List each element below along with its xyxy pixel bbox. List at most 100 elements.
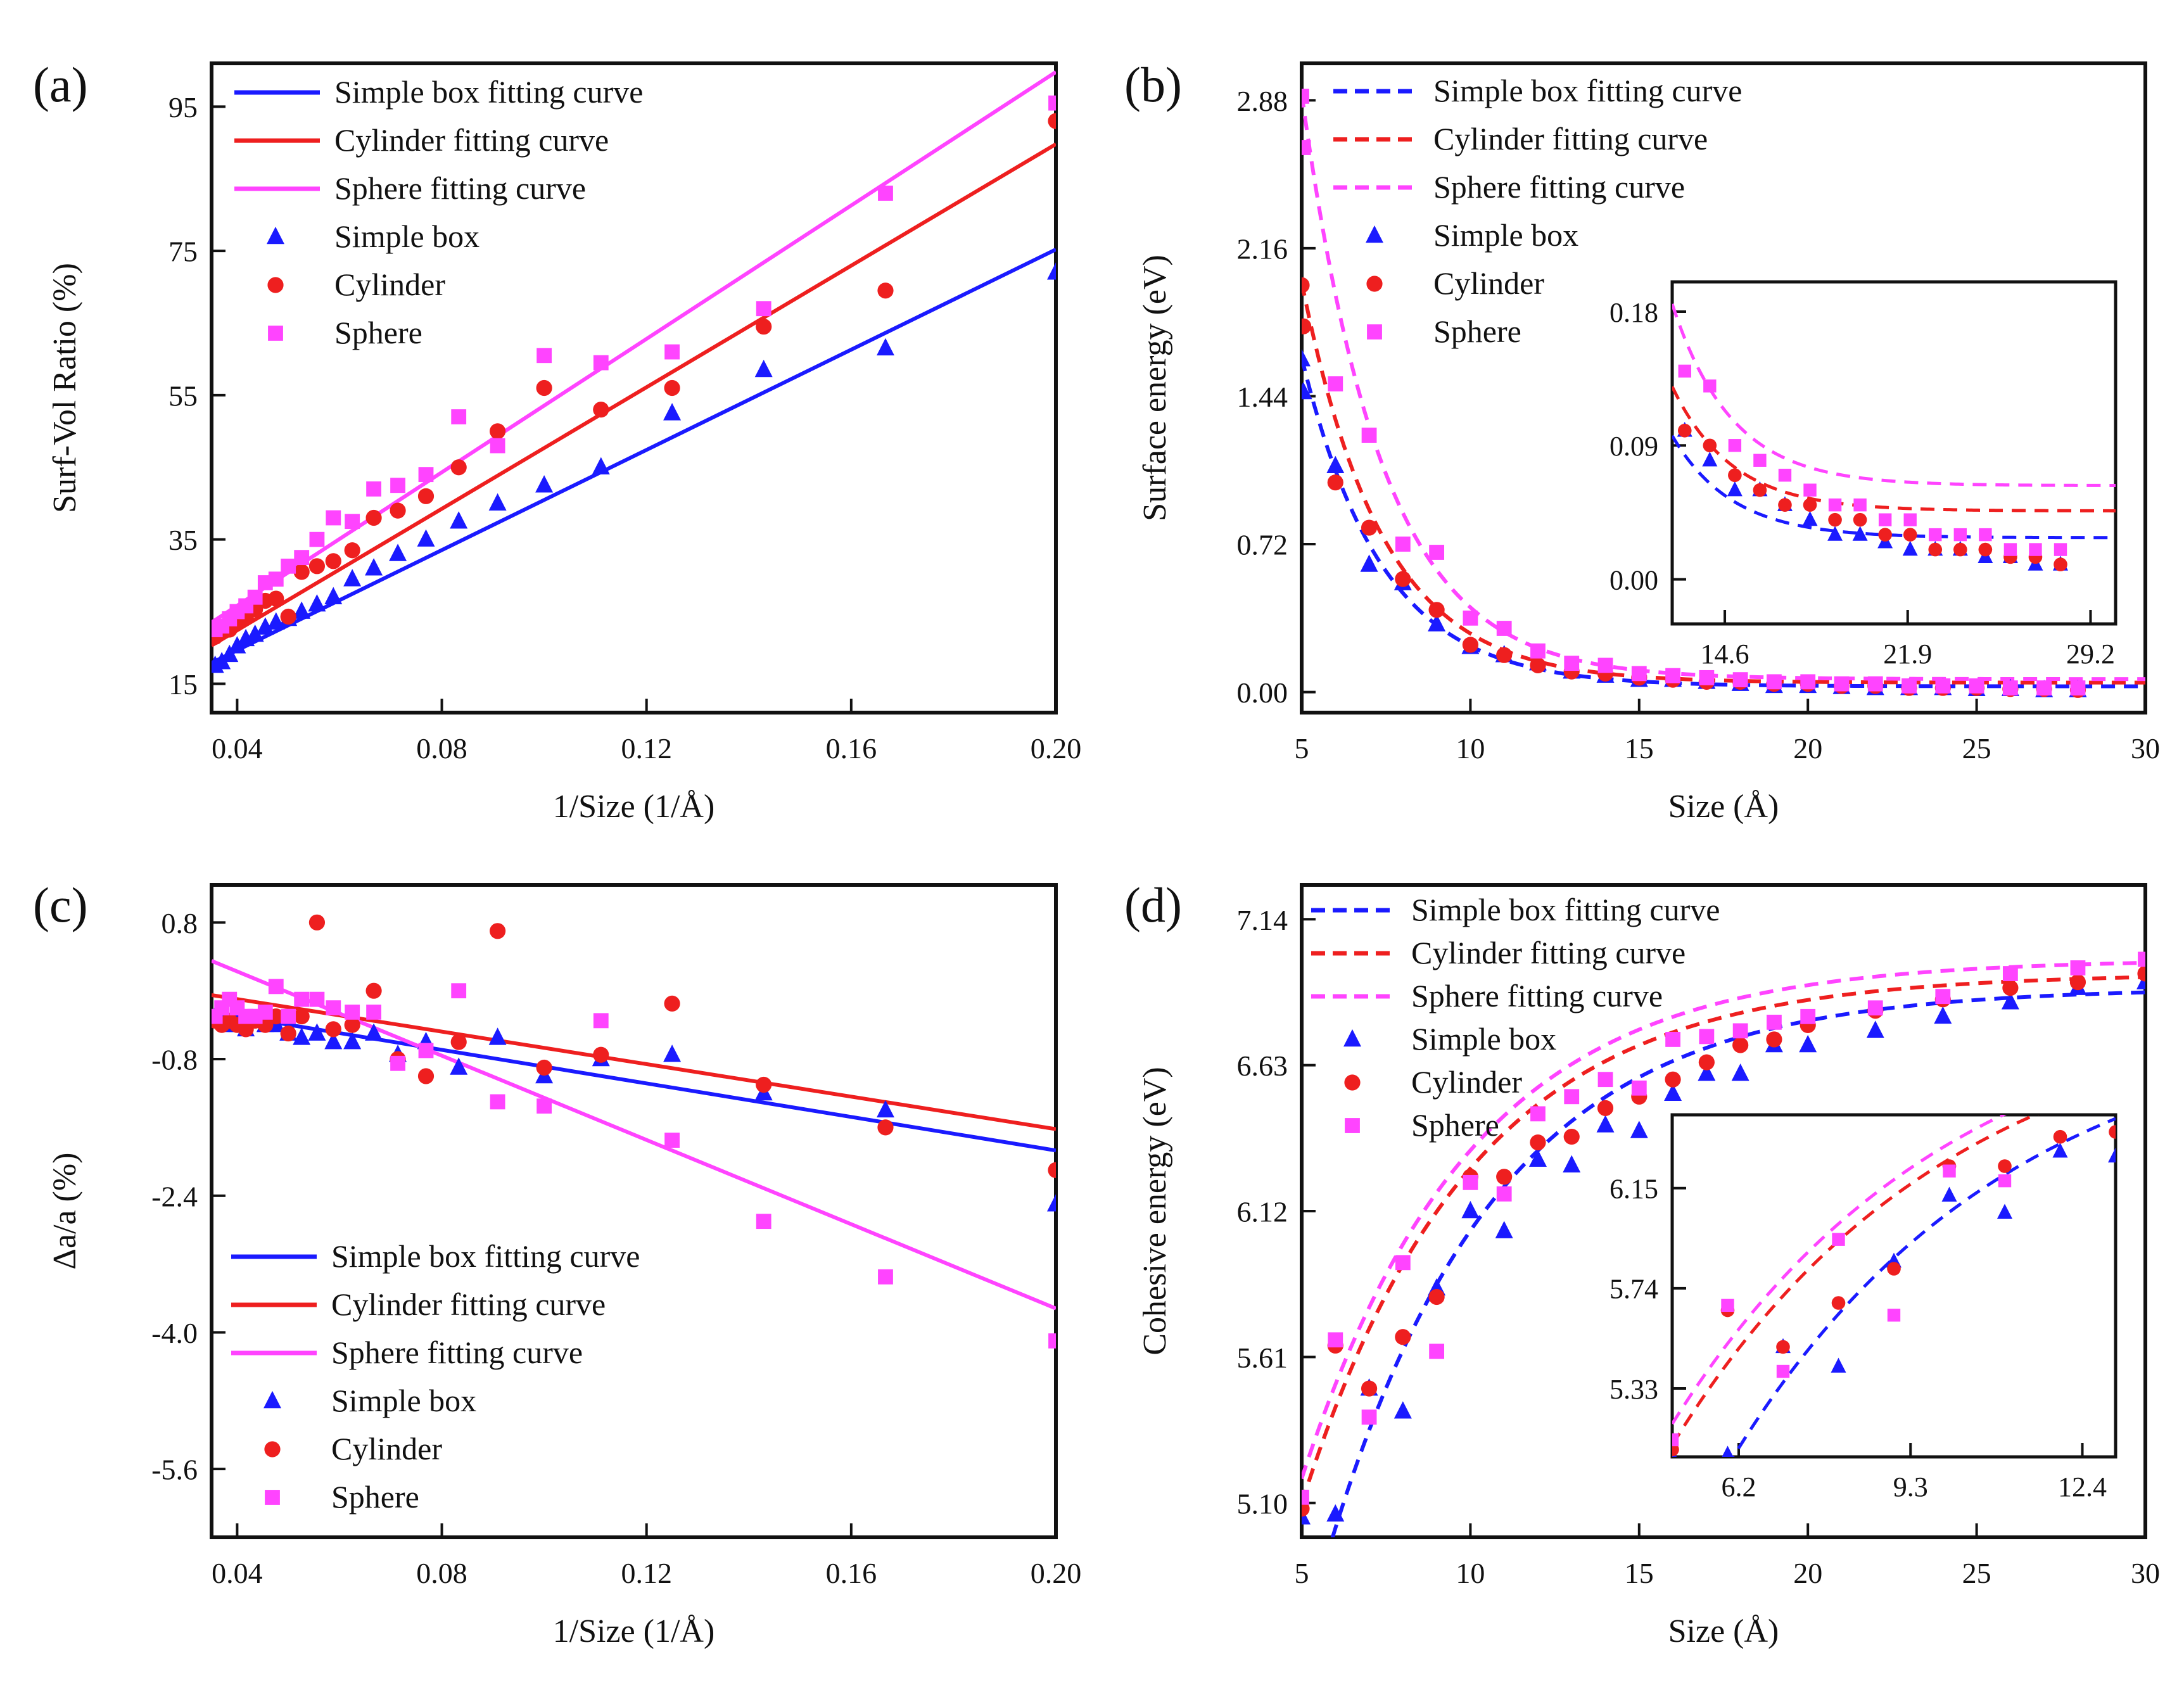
x-tick-label: 25 [1962,732,1991,765]
data-point [1528,1149,1547,1167]
data-point [1867,676,1883,692]
data-point [324,1031,343,1050]
data-point [1394,1401,1412,1419]
data-point [2137,965,2145,982]
data-point [756,319,772,335]
data-point [2054,543,2067,556]
data-point [1887,1262,1901,1276]
data-point [1828,498,1842,512]
data-point [1721,1299,1734,1312]
data-point [1326,455,1345,474]
y-axis-title: Cohesive energy (eV) [1137,1067,1173,1355]
data-point [2108,1147,2116,1163]
data-point [1428,1288,1445,1305]
data-point [293,1008,310,1025]
data-point [1978,542,1993,557]
x-tick-label: 12.4 [2058,1471,2107,1502]
y-axis-title: Surf-Vol Ratio (%) [47,263,83,513]
data-point [754,359,773,378]
data-point [1496,1186,1512,1202]
legend-marker [1367,324,1382,340]
data-point [1328,1332,1343,1348]
data-point [536,379,552,397]
data-point [593,402,609,418]
data-point [1878,528,1892,542]
legend-label: Cylinder [1411,1064,1522,1100]
y-tick-label: 0.00 [1609,564,1658,595]
y-tick-label: 1.44 [1237,381,1288,413]
data-point [1887,1309,1901,1322]
data-point [664,344,680,360]
data-point [1941,1186,1957,1202]
data-point [1429,1343,1445,1359]
data-point [2070,960,2086,975]
data-point [1998,1174,2012,1188]
x-axis-title: Size (Å) [1668,1613,1779,1649]
data-point [2002,680,2018,695]
legend-label: Simple box fitting curve [1411,892,1720,927]
fit-line [1672,435,2116,540]
panel-label: (c) [33,877,88,932]
legend-marker [1343,1029,1361,1047]
data-point [451,409,467,424]
data-point [2002,966,2018,981]
data-point [1047,262,1056,280]
data-point [1831,1357,1846,1373]
data-point [365,1023,383,1041]
data-point [417,1068,435,1084]
y-tick-label: -4.0 [151,1317,198,1349]
data-point [1703,438,1717,453]
y-tick-label: 95 [168,91,198,124]
panel-label: (a) [33,57,88,112]
legend-label: Simple box [331,1383,476,1418]
data-point [2052,1143,2068,1158]
data-point [1832,1233,1845,1246]
data-point [664,379,680,397]
data-point [536,1098,552,1114]
data-point [1395,1255,1411,1271]
data-point [1631,666,1647,682]
data-point [345,1004,360,1020]
y-axis-title: Δa/a (%) [47,1153,83,1270]
data-point [1935,989,1951,1005]
data-point [592,457,610,475]
data-point [390,1055,405,1071]
data-point [1802,511,1818,526]
data-point [366,481,381,497]
data-point [2138,951,2145,967]
y-tick-label: 15 [168,668,198,701]
data-point [1953,528,1967,542]
fit-line [1672,1115,2007,1425]
data-point [490,423,506,440]
fit-line [212,70,1056,625]
data-point [1048,95,1056,111]
data-point [1530,1134,1546,1151]
data-point [1395,537,1411,552]
data-point [344,542,360,559]
fit-line [1302,93,2145,682]
legend-label: Cylinder fitting curve [1411,935,1686,970]
data-point [1361,428,1377,443]
x-tick-label: 15 [1625,732,1654,765]
data-point [877,1119,894,1136]
data-point [1678,364,1691,378]
data-point [418,1043,434,1058]
data-point [1903,513,1917,526]
x-tick-label: 0.08 [416,732,467,765]
legend-label: Cylinder fitting curve [331,1286,606,1322]
data-point [324,587,343,605]
data-point [257,1004,273,1020]
data-point [1428,614,1446,632]
legend-label: Simple box [334,219,479,254]
data-point [2002,980,2019,996]
data-point [294,991,310,1007]
chart-panel: 0.04 0.08 0.12 0.16 0.20 0.8 -0.8 -2.4 -4.0 -5.6 (… [33,877,1081,1649]
data-point [1997,1204,2012,1219]
fit-line [1302,975,2145,1504]
data-point [1934,1006,1952,1024]
inset-frame [1670,1113,2117,1459]
legend-label: Cylinder fitting curve [334,122,609,158]
data-point [2029,543,2042,556]
legend-label: Sphere fitting curve [1411,978,1663,1013]
data-point [1047,1194,1056,1212]
